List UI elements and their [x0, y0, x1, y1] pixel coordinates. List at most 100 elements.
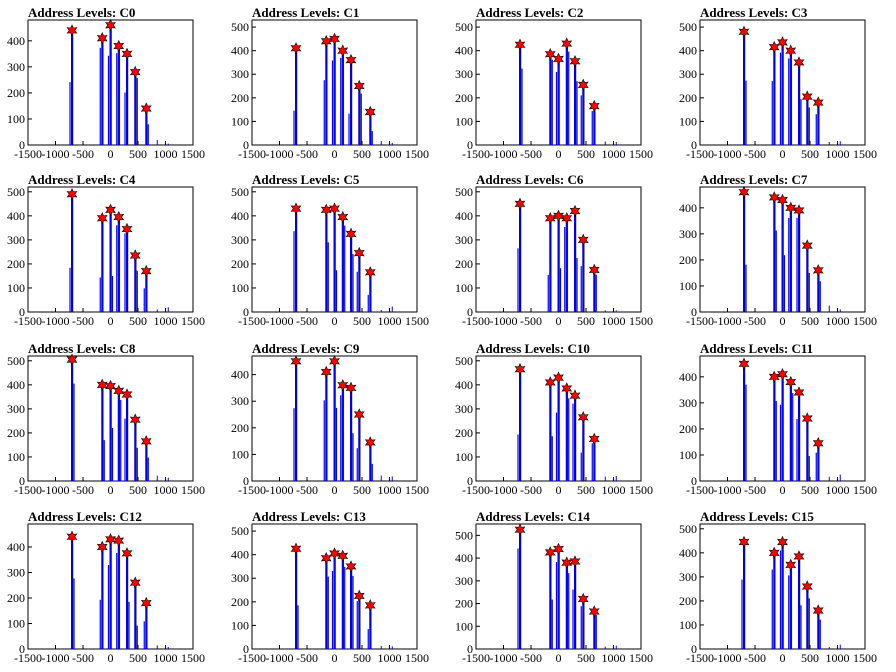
y-tick-label: 0	[467, 474, 473, 488]
peak-marker	[105, 379, 116, 393]
x-tick-label: 1500	[853, 314, 877, 328]
chart-title: Address Levels: C11	[700, 341, 813, 356]
peak-marker	[353, 246, 365, 260]
x-tick-label: 0	[556, 147, 562, 161]
peak-marker	[290, 542, 302, 555]
y-tick-label: 400	[455, 378, 473, 392]
x-tick-label: -1000	[266, 483, 294, 497]
peak-marker	[353, 589, 365, 603]
y-tick-label: 400	[455, 551, 473, 565]
y-tick-label: 100	[679, 448, 697, 462]
x-tick-label: -1500	[462, 314, 490, 328]
x-tick-label: 500	[353, 314, 371, 328]
chart-title: Address Levels: C10	[476, 341, 590, 356]
peak-marker	[569, 55, 581, 68]
x-tick-label: -1000	[490, 483, 518, 497]
x-tick-label: 1000	[378, 147, 402, 161]
y-tick-label: 300	[679, 67, 697, 81]
chart-panel: Address Levels: C40100200300400500-1500-…	[7, 172, 205, 328]
x-tick-label: -1000	[714, 314, 742, 328]
y-tick-label: 200	[455, 426, 473, 440]
x-tick-label: 1000	[826, 651, 850, 665]
x-tick-label: -1500	[14, 314, 42, 328]
peak-marker	[801, 412, 813, 425]
peak-marker	[738, 185, 750, 199]
x-tick-label: 500	[353, 483, 371, 497]
x-tick-label: 0	[108, 483, 114, 497]
x-tick-label: 500	[577, 483, 595, 497]
x-tick-label: -1000	[42, 483, 70, 497]
peak-marker	[105, 203, 116, 217]
peak-marker	[785, 44, 797, 57]
x-tick-label: 500	[353, 651, 371, 665]
x-tick-label: 1500	[405, 147, 429, 161]
peak-marker	[364, 266, 376, 279]
y-tick-label: 400	[7, 34, 25, 48]
peak-marker	[768, 40, 780, 54]
y-tick-label: 100	[7, 450, 25, 464]
x-tick-label: -1000	[714, 147, 742, 161]
peak-marker	[96, 378, 108, 392]
y-tick-label: 0	[691, 305, 697, 319]
y-tick-label: 0	[467, 305, 473, 319]
peak-marker	[290, 202, 302, 215]
peak-marker	[129, 249, 141, 262]
chart-title: Address Levels: C7	[700, 172, 808, 187]
y-tick-label: 500	[455, 20, 473, 34]
x-tick-label: -500	[744, 651, 766, 665]
peak-marker	[345, 227, 357, 241]
x-tick-label: -1000	[266, 314, 294, 328]
y-tick-label: 500	[7, 354, 25, 368]
peak-marker	[768, 370, 780, 384]
y-tick-label: 300	[455, 67, 473, 81]
chart-panel: Address Levels: C10 0 100 200 300 400 500 -1500…	[455, 341, 653, 497]
y-tick-label: 400	[455, 44, 473, 58]
y-tick-label: 200	[455, 257, 473, 271]
y-tick-label: 300	[679, 227, 697, 241]
peak-marker	[588, 605, 600, 618]
peak-marker	[364, 599, 376, 612]
y-tick-label: 400	[7, 540, 25, 554]
y-tick-label: 0	[243, 642, 249, 656]
y-tick-label: 100	[679, 618, 697, 632]
peak-marker	[577, 592, 589, 606]
peak-marker	[812, 604, 824, 617]
peak-marker	[738, 535, 750, 549]
peak-marker	[66, 530, 78, 543]
x-tick-label: -1500	[238, 483, 266, 497]
x-tick-label: 0	[556, 483, 562, 497]
x-tick-label: 1500	[629, 314, 653, 328]
x-tick-label: 1500	[629, 651, 653, 665]
peak-marker	[66, 353, 78, 366]
x-tick-label: 1000	[378, 651, 402, 665]
peak-marker	[561, 382, 573, 395]
y-tick-label: 300	[679, 570, 697, 584]
y-tick-label: 100	[455, 281, 473, 295]
x-tick-label: 500	[353, 147, 371, 161]
peak-marker	[514, 197, 526, 211]
peak-marker	[577, 233, 589, 247]
x-tick-label: -500	[744, 147, 766, 161]
peak-marker	[345, 381, 357, 395]
peak-marker	[105, 18, 116, 32]
x-tick-label: 500	[801, 147, 819, 161]
peak-marker	[793, 550, 805, 563]
peak-marker	[553, 209, 564, 223]
x-tick-label: -1500	[686, 147, 714, 161]
y-tick-label: 300	[7, 402, 25, 416]
chart-title: Address Levels: C4	[28, 172, 136, 187]
x-tick-label: -1500	[14, 483, 42, 497]
y-tick-label: 500	[231, 185, 249, 199]
y-tick-label: 0	[19, 305, 25, 319]
x-tick-label: 0	[780, 483, 786, 497]
peak-marker	[364, 436, 376, 449]
x-tick-label: -500	[520, 147, 542, 161]
y-tick-label: 500	[455, 185, 473, 199]
peak-marker	[577, 78, 589, 92]
x-tick-label: -1500	[686, 651, 714, 665]
chart-title: Address Levels: C15	[700, 509, 814, 524]
y-tick-label: 400	[679, 201, 697, 215]
y-tick-label: 500	[455, 528, 473, 542]
